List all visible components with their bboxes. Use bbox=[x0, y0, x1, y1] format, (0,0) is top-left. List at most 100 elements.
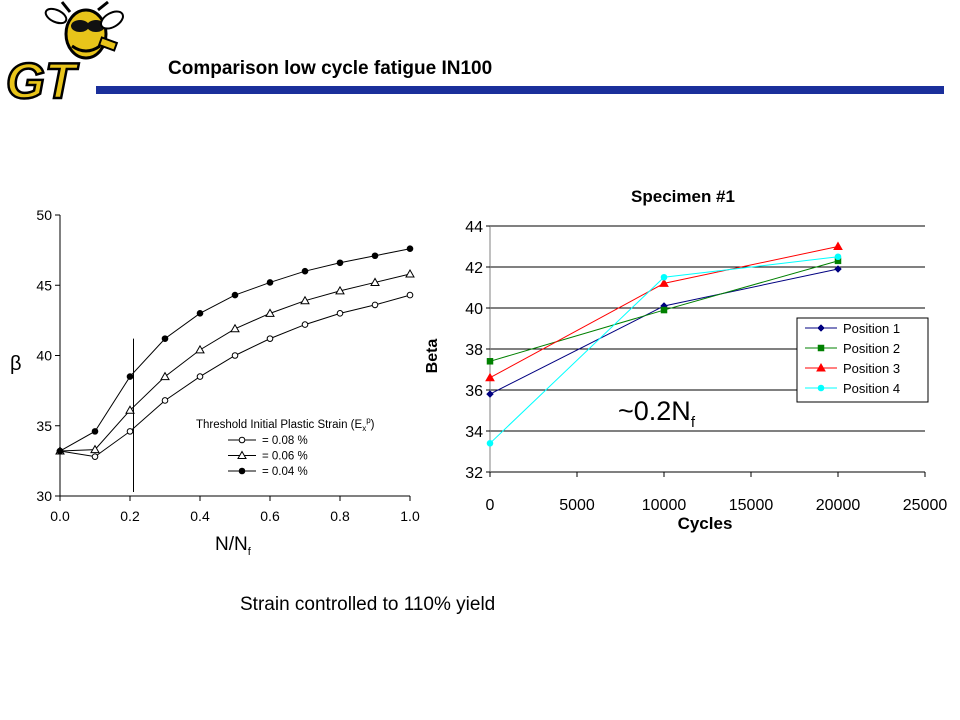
chart2-legend-items: Position 1 Position 2 Position 3 Position 4 bbox=[805, 321, 900, 396]
chart1-data-point bbox=[91, 453, 99, 460]
chart2-data-point bbox=[834, 265, 842, 273]
chart1-data-point bbox=[371, 301, 379, 309]
chart2-title: Specimen #1 bbox=[631, 187, 735, 206]
chart1-legend-swatch-marker bbox=[237, 450, 247, 459]
chart1-legend-items: = 0.08 % = 0.06 % = 0.04 % bbox=[228, 435, 308, 478]
chart2-legend-swatch-marker bbox=[817, 324, 825, 332]
chart1-data-point bbox=[126, 373, 134, 380]
chart2-legend-entry: Position 2 bbox=[805, 341, 900, 356]
chart2-x-tick-label: 25000 bbox=[903, 497, 948, 514]
chart2-legend-label: Position 4 bbox=[843, 381, 900, 396]
chart1-legend-title-sub: x bbox=[362, 424, 366, 433]
chart1-data-point bbox=[196, 310, 204, 317]
chart1-x-tick-label: 0.8 bbox=[330, 508, 350, 524]
beta-vs-life-fraction-chart: 30 35 40 45 50 0.0 0.2 0.4 0.6 0.8 1.0 β N/Nf Thre… bbox=[10, 207, 420, 558]
chart2-data-point bbox=[834, 253, 842, 261]
title-underline-bar bbox=[96, 86, 944, 94]
chart1-y-tick-label: 50 bbox=[36, 207, 52, 223]
slide-caption: Strain controlled to 110% yield bbox=[240, 594, 496, 615]
chart1-data-point bbox=[56, 447, 64, 455]
chart1-data-point bbox=[301, 267, 309, 275]
chart1-legend-entry: = 0.08 % bbox=[228, 435, 308, 447]
chart2-series-2 bbox=[486, 257, 842, 365]
chart1-data-point bbox=[405, 269, 415, 278]
chart1-data-point bbox=[161, 397, 169, 404]
chart1-data-point bbox=[371, 252, 379, 260]
chart1-data-point bbox=[266, 335, 274, 342]
chart1-data-point bbox=[231, 291, 239, 299]
chart2-data-point bbox=[486, 358, 494, 365]
chart2-legend-swatch-marker bbox=[817, 344, 825, 352]
chart2-y-tick-label: 32 bbox=[465, 465, 483, 482]
chart2-legend-label: Position 3 bbox=[843, 361, 900, 376]
chart2-data-point bbox=[660, 273, 668, 281]
chart2-legend: Position 1 Position 2 Position 3 Position 4 bbox=[796, 317, 929, 403]
specimen-beta-vs-cycles-chart: Specimen #1 32 34 36 38 40 42 44 0 5000 10000 1500… bbox=[424, 187, 948, 533]
chart1-data-point bbox=[125, 405, 135, 414]
chart2-data-point bbox=[485, 372, 495, 382]
chart1-data-point bbox=[265, 308, 275, 317]
chart1-legend: Threshold Initial Plastic Strain (Exp) =… bbox=[196, 416, 375, 478]
chart1-data-point bbox=[126, 428, 134, 435]
chart1-data-point bbox=[91, 428, 99, 435]
chart2-y-tick-label: 42 bbox=[465, 260, 483, 277]
chart1-x-tick-label: 0.6 bbox=[260, 508, 280, 524]
chart2-x-tick-label: 15000 bbox=[729, 497, 774, 514]
chart1-legend-title-main: Threshold Initial Plastic Strain (E bbox=[196, 419, 363, 431]
chart2-legend-label: Position 2 bbox=[843, 341, 900, 356]
chart2-legend-entry: Position 3 bbox=[805, 361, 900, 376]
chart1-legend-title-sup: p bbox=[366, 416, 371, 425]
chart1-x-tick-label: 0.2 bbox=[120, 508, 140, 524]
chart1-data-point bbox=[231, 352, 239, 359]
chart2-x-tick-label: 5000 bbox=[559, 497, 595, 514]
chart1-data-point bbox=[161, 335, 169, 342]
chart1-legend-title-end: ) bbox=[371, 419, 375, 431]
yellow-jacket-mascot-icon bbox=[44, 0, 124, 60]
gt-logo-letters: GT bbox=[6, 53, 80, 109]
chart2-series-3 bbox=[485, 241, 843, 382]
chart2-series bbox=[485, 241, 843, 447]
chart1-data-point bbox=[370, 277, 380, 286]
chart1-y-tick-label: 30 bbox=[36, 488, 52, 504]
chart1-data-point bbox=[336, 259, 344, 267]
chart1-legend-entry: = 0.06 % bbox=[228, 450, 308, 463]
chart1-data-point bbox=[406, 291, 414, 299]
chart2-data-point bbox=[659, 278, 669, 287]
chart1-y-axis-label: β bbox=[10, 353, 22, 375]
chart1-legend-entry: = 0.04 % bbox=[228, 466, 308, 478]
chart2-x-axis-label: Cycles bbox=[678, 514, 733, 533]
chart1-series bbox=[55, 245, 415, 460]
chart2-y-tick-label: 34 bbox=[465, 424, 483, 441]
chart1-legend-title: Threshold Initial Plastic Strain (Exp) bbox=[196, 416, 375, 433]
chart1-x-tick-label: 0.4 bbox=[190, 508, 210, 524]
chart1-series-line bbox=[59, 294, 411, 458]
chart1-data-point bbox=[160, 371, 170, 381]
chart2-y-tick-label: 40 bbox=[465, 301, 483, 318]
chart2-data-point bbox=[660, 306, 668, 314]
chart2-legend-label: Position 1 bbox=[843, 321, 900, 336]
chart1-data-point bbox=[336, 310, 344, 317]
chart1-legend-swatch-marker bbox=[238, 436, 246, 444]
chart2-annotation: ~0.2Nf bbox=[618, 396, 696, 431]
chart1-data-point bbox=[266, 279, 274, 286]
chart1-data-point bbox=[301, 321, 309, 328]
chart1-data-point bbox=[230, 323, 240, 333]
chart2-legend-swatch-marker bbox=[817, 384, 825, 392]
chart2-annotation-main: ~0.2N bbox=[618, 396, 691, 426]
chart2-y-axis-label: Beta bbox=[424, 339, 441, 374]
chart2-series-line bbox=[489, 268, 839, 395]
chart1-x-axis-label: N/Nf bbox=[215, 534, 252, 558]
chart1-series-1 bbox=[56, 291, 414, 460]
chart2-legend-entry: Position 4 bbox=[805, 381, 900, 396]
slide-title: Comparison low cycle fatigue IN100 bbox=[168, 58, 493, 79]
chart2-data-point bbox=[486, 390, 494, 398]
chart1-data-point bbox=[196, 373, 204, 380]
chart1-data-point bbox=[406, 245, 414, 253]
chart1-legend-swatch-marker bbox=[238, 467, 246, 475]
chart1-y-tick-label: 45 bbox=[36, 277, 52, 293]
chart1-y-tick-label: 35 bbox=[36, 418, 52, 434]
chart1-legend-label: = 0.04 % bbox=[262, 466, 308, 478]
chart2-annotation-sub: f bbox=[691, 414, 696, 431]
chart2-series-4 bbox=[486, 253, 842, 447]
chart2-data-point bbox=[833, 241, 843, 250]
